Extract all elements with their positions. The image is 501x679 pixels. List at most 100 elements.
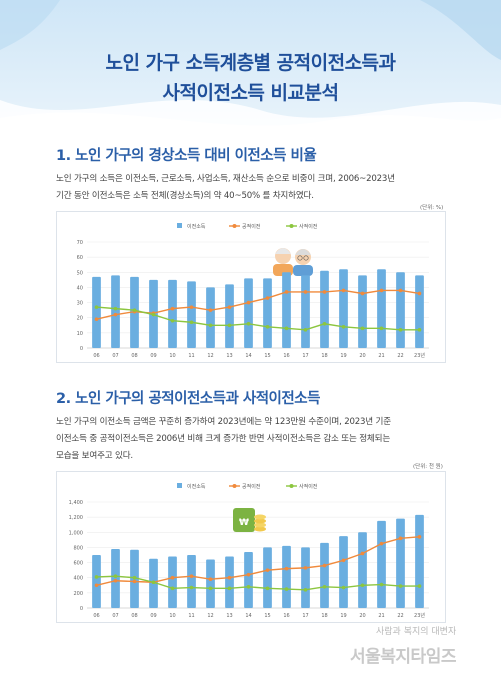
x-tick-label: 18 — [321, 353, 327, 359]
y-tick-label: 0 — [80, 346, 83, 352]
legend-label-1: 공적이전 — [242, 223, 261, 230]
x-tick-label: 11 — [188, 353, 194, 359]
private-point-14 — [246, 321, 251, 326]
bar-12 — [206, 559, 215, 608]
watermark-logo-text: 서울복지타임즈 — [350, 647, 456, 667]
bar-22 — [396, 272, 405, 348]
y-tick-label: 70 — [77, 240, 83, 246]
private-point-22 — [398, 584, 403, 588]
public-point-17 — [303, 566, 308, 570]
x-tick-label: 18 — [321, 613, 327, 619]
y-tick-label: 1,200 — [69, 515, 83, 521]
section2-heading: 2. 노인 가구의 공적이전소득과 사적이전소득 — [56, 391, 320, 407]
chart2-container: 이전소득 공적이전 사적이전 0 200 400 600 800 1,000 1,200 1,400… — [56, 471, 446, 623]
money-coins-illustration: ₩ — [233, 508, 266, 532]
y-tick-label: 400 — [73, 576, 83, 582]
private-point-22 — [398, 328, 403, 332]
legend-label-2: 사적이전 — [299, 483, 318, 490]
page-title-line2: 사적이전소득 비교분석 — [162, 82, 339, 104]
public-point-17 — [303, 290, 308, 294]
private-point-10 — [170, 318, 175, 323]
chart2-svg: 이전소득 공적이전 사적이전 0 200 400 600 800 1,000 1,200 1,400… — [69, 483, 429, 619]
private-point-06 — [94, 575, 99, 579]
currency-sign-icon: ₩ — [239, 518, 249, 528]
x-tick-label: 21 — [378, 613, 384, 619]
x-tick-label: 10 — [169, 353, 175, 359]
x-tick-label: 21 — [378, 353, 384, 359]
legend-swatch-0 — [177, 223, 182, 228]
bar-23년 — [415, 514, 424, 608]
bar-16 — [282, 545, 291, 608]
bar-18 — [320, 542, 329, 608]
public-point-08 — [132, 579, 137, 584]
y-tick-label: 20 — [77, 316, 83, 322]
public-series-line — [96, 289, 420, 320]
public-point-20 — [360, 291, 365, 296]
hair-right — [295, 249, 311, 255]
private-point-09 — [151, 312, 156, 317]
private-point-13 — [227, 586, 232, 591]
y-tick-label: 10 — [77, 331, 83, 337]
bar-07 — [111, 548, 120, 608]
x-tick-label: 11 — [188, 613, 194, 619]
legend-swatch-dot-1 — [232, 224, 237, 228]
legend-swatch-dot-1 — [232, 484, 237, 488]
x-tick-label: 16 — [283, 613, 289, 619]
bar-07 — [111, 275, 120, 348]
elderly-couple-illustration — [273, 248, 313, 276]
glasses-left-lens — [297, 255, 303, 261]
hair-left — [275, 248, 291, 254]
private-point-17 — [303, 328, 308, 332]
public-point-23년 — [417, 291, 422, 296]
section2-body-line1: 노인 가구의 이전소득 금액은 꾸준히 증가하여 2023년에는 약 123만원… — [56, 417, 391, 427]
public-point-16 — [284, 566, 289, 571]
public-point-19 — [341, 558, 346, 563]
private-point-09 — [151, 580, 156, 585]
x-tick-label: 14 — [245, 613, 251, 619]
section2-body-line2: 이전소득 중 공적이전소득은 2006년 비해 크게 증가한 반면 사적이전소득… — [56, 434, 391, 444]
private-series-line — [96, 306, 420, 331]
coin-2 — [254, 522, 266, 528]
y-tick-label: 1,000 — [69, 530, 83, 536]
bar-20 — [358, 275, 367, 348]
x-tick-label: 06 — [93, 613, 99, 619]
legend-swatch-dot-2 — [289, 224, 294, 228]
public-point-21 — [379, 541, 384, 546]
private-point-12 — [208, 586, 213, 591]
section1-heading: 1. 노인 가구의 경상소득 대비 이전소득 비율 — [56, 148, 317, 164]
bar-17 — [301, 275, 310, 348]
private-point-12 — [208, 323, 213, 328]
private-point-15 — [265, 325, 270, 329]
bar-21 — [377, 269, 386, 348]
legend-label-0: 이전소득 — [187, 483, 206, 490]
bar-13 — [225, 284, 234, 348]
public-point-16 — [284, 290, 289, 294]
public-point-10 — [170, 575, 175, 580]
bar-18 — [320, 270, 329, 348]
y-tick-label: 50 — [77, 270, 83, 276]
chart1-unit: (단위: %) — [420, 205, 444, 211]
bar-21 — [377, 520, 386, 608]
money-bag — [233, 508, 255, 532]
x-tick-label: 08 — [131, 613, 137, 619]
x-tick-label: 22 — [397, 613, 403, 619]
private-point-07 — [113, 574, 118, 578]
header-background — [0, 0, 501, 135]
private-point-17 — [303, 588, 308, 592]
x-tick-label: 09 — [150, 353, 156, 359]
coin-1 — [254, 526, 266, 532]
bar-13 — [225, 556, 234, 608]
private-point-08 — [132, 308, 137, 312]
public-point-12 — [208, 308, 213, 312]
x-tick-label: 17 — [302, 353, 308, 359]
private-point-16 — [284, 326, 289, 331]
x-tick-label: 12 — [207, 353, 213, 359]
x-tick-label: 17 — [302, 613, 308, 619]
public-point-11 — [189, 305, 194, 309]
section1-body-line2: 기간 동안 이전소득은 소득 전체(경상소득)의 약 40~50% 를 차지하였… — [56, 191, 314, 201]
page-title-line1: 노인 가구 소득계층별 공적이전소득과 — [105, 52, 396, 74]
bar-20 — [358, 532, 367, 608]
public-point-11 — [189, 574, 194, 578]
legend-swatch-dot-2 — [289, 484, 294, 488]
bar-14 — [244, 551, 253, 608]
